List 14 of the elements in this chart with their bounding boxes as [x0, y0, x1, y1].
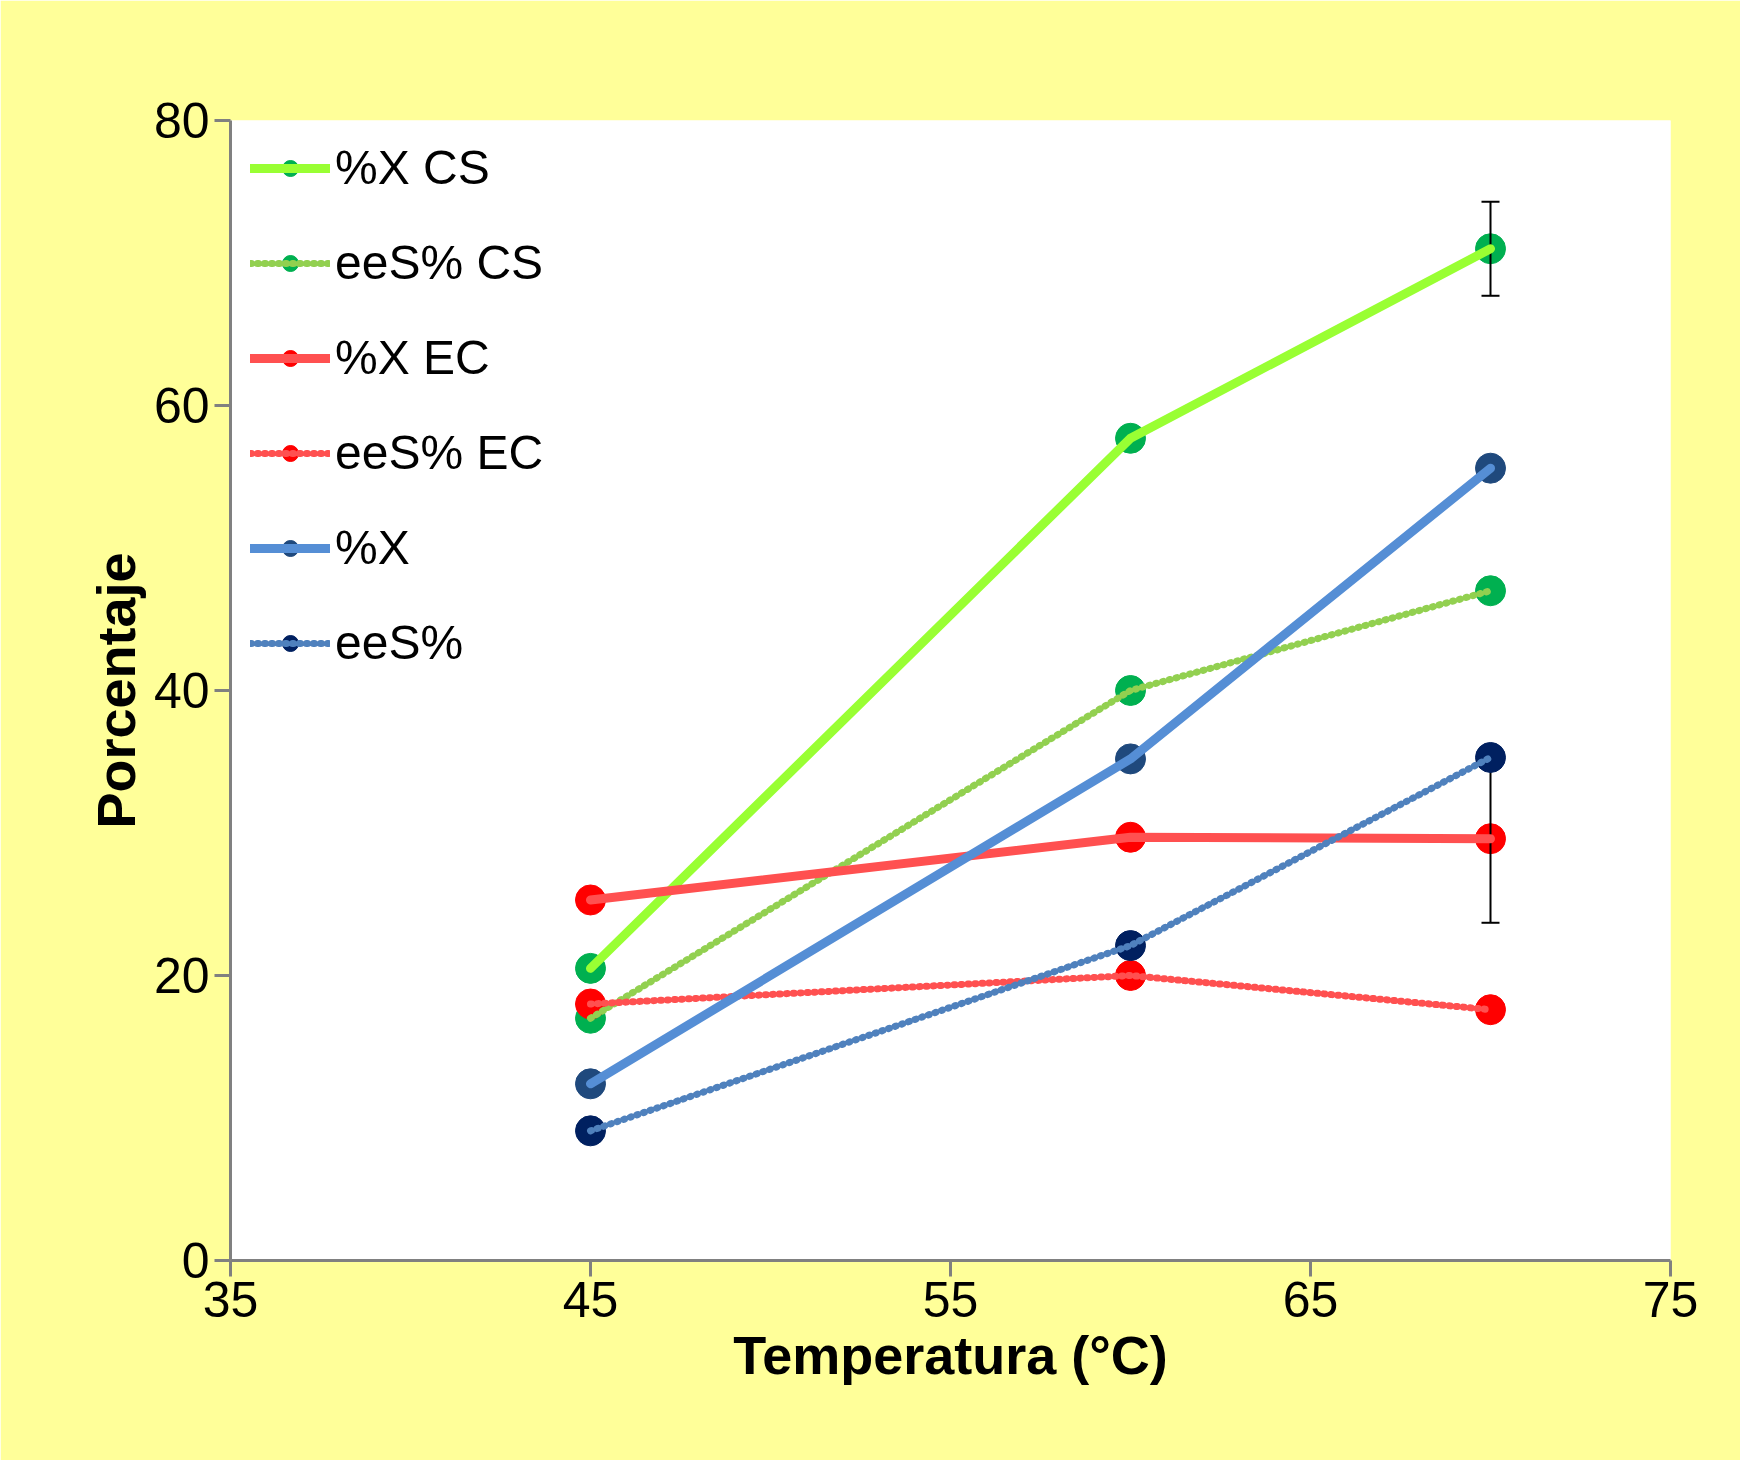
legend-label: eeS% EC — [335, 425, 544, 480]
y-tick-label: 20 — [153, 948, 210, 1004]
legend-label: %X EC — [335, 330, 490, 385]
y-tick-label: 60 — [153, 378, 210, 434]
y-tick-label: 80 — [153, 93, 210, 149]
x-tick-label: 45 — [562, 1271, 619, 1328]
y-tick-label: 40 — [153, 663, 210, 719]
y-axis-title: Porcentaje — [85, 552, 146, 829]
x-tick-label: 65 — [1282, 1271, 1339, 1328]
legend-label: %X — [335, 520, 410, 575]
legend-label: eeS% CS — [335, 235, 544, 290]
legend-label: eeS% — [335, 615, 464, 670]
x-tick-label: 75 — [1642, 1271, 1699, 1328]
legend-label: %X CS — [335, 140, 490, 195]
